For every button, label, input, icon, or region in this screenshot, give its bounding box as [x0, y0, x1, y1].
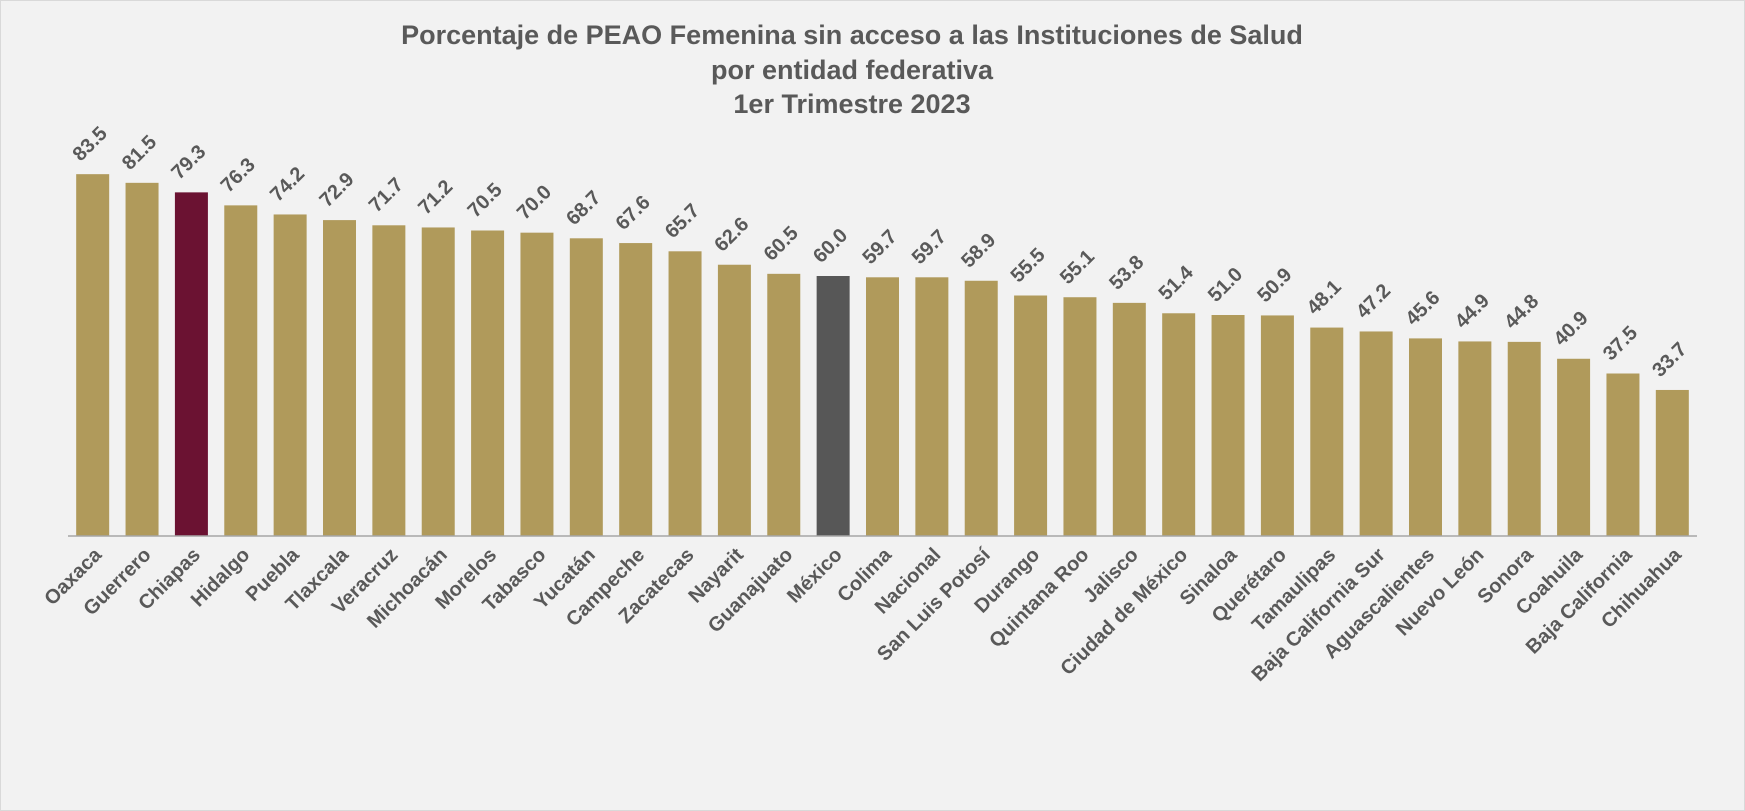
bar: [1458, 341, 1492, 536]
bar: [323, 220, 356, 536]
bar: [372, 225, 406, 537]
bar: [520, 232, 554, 536]
bar: [668, 251, 702, 537]
chart-title: por entidad federativa: [711, 55, 994, 85]
bar: [1507, 341, 1541, 536]
bar: [569, 238, 603, 537]
bar: [866, 277, 899, 536]
bar: [273, 214, 307, 536]
bar: [1112, 302, 1146, 536]
bar: [1409, 338, 1442, 536]
bar: [1359, 331, 1393, 536]
bar: [174, 192, 208, 536]
bar: [915, 277, 949, 536]
bar: [816, 276, 850, 536]
bar: [125, 182, 159, 537]
chart-title: Porcentaje de PEAO Femenina sin acceso a…: [401, 20, 1303, 50]
bar: [76, 174, 110, 536]
bar: [1211, 315, 1245, 536]
bar: [471, 230, 505, 536]
bar: [964, 280, 998, 536]
bar: [1162, 313, 1196, 536]
chart-title: 1er Trimestre 2023: [733, 89, 970, 119]
bar: [1557, 358, 1591, 536]
bar: [224, 205, 258, 536]
bar: [1260, 315, 1294, 536]
bar: [1014, 295, 1048, 536]
bar: [1606, 373, 1640, 536]
bar: [619, 243, 653, 537]
bar: [1655, 389, 1689, 536]
bar: [421, 227, 455, 536]
bar: [1310, 327, 1344, 536]
bar: [717, 264, 751, 536]
bar: [767, 273, 801, 536]
bar: [1063, 297, 1097, 536]
